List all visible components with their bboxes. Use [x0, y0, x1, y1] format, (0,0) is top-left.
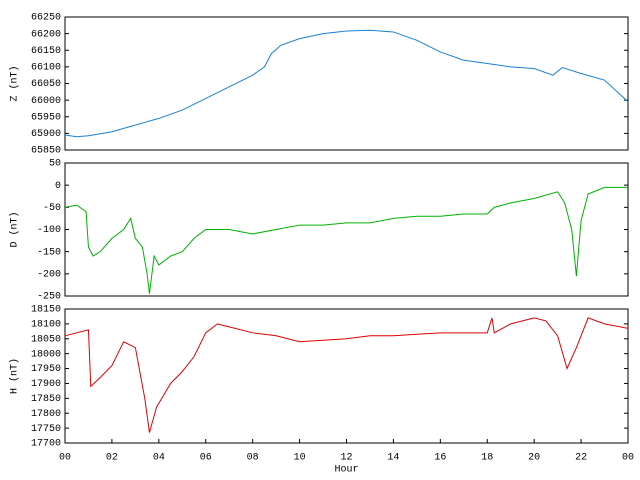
y-tick-label: 0 — [55, 181, 61, 192]
y-tick-label: -50 — [43, 203, 61, 214]
x-tick-label: 04 — [153, 453, 165, 464]
x-tick-label: 02 — [106, 453, 118, 464]
y-tick-label: 66000 — [31, 96, 61, 107]
x-tick-label: 16 — [434, 453, 446, 464]
x-tick-label: 12 — [340, 453, 352, 464]
y-axis-label: Z (nT) — [9, 65, 21, 101]
y-tick-label: 65900 — [31, 129, 61, 140]
y-tick-label: 66250 — [31, 13, 61, 24]
y-tick-label: 17800 — [31, 409, 61, 420]
y-axis-label: D (nT) — [9, 211, 21, 247]
y-tick-label: 66100 — [31, 63, 61, 74]
x-tick-label: 10 — [294, 453, 306, 464]
plot-frame — [64, 162, 629, 297]
y-tick-label: 50 — [49, 159, 61, 170]
y-tick-label: 17700 — [31, 439, 61, 450]
y-tick-label: 17950 — [31, 364, 61, 375]
x-tick-label: 20 — [528, 453, 540, 464]
x-tick-label: 08 — [247, 453, 259, 464]
x-tick-label: 06 — [200, 453, 212, 464]
x-axis-label: Hour — [334, 465, 358, 476]
x-tick-label: 18 — [481, 453, 493, 464]
x-tick-label: 14 — [387, 453, 399, 464]
y-axis-label: H (nT) — [9, 358, 21, 394]
y-tick-label: -150 — [37, 247, 61, 258]
plot-frame — [64, 308, 629, 444]
y-tick-label: 66200 — [31, 29, 61, 40]
y-tick-label: 18100 — [31, 320, 61, 331]
y-tick-label: 66050 — [31, 79, 61, 90]
y-tick-label: -250 — [37, 292, 61, 303]
y-tick-label: 18150 — [31, 305, 61, 316]
y-tick-label: 17750 — [31, 424, 61, 435]
plot-frame — [64, 16, 629, 151]
y-tick-label: 65950 — [31, 112, 61, 123]
y-tick-label: 18000 — [31, 349, 61, 360]
y-tick-label: -100 — [37, 225, 61, 236]
y-tick-label: 17900 — [31, 379, 61, 390]
data-line — [64, 317, 629, 433]
data-line — [64, 186, 628, 294]
x-tick-label: 00 — [59, 453, 71, 464]
y-tick-label: 65850 — [31, 146, 61, 157]
data-line — [64, 29, 629, 138]
x-tick-label: 22 — [575, 453, 587, 464]
x-tick-label: 00 — [622, 453, 634, 464]
y-tick-label: -200 — [37, 269, 61, 280]
y-tick-label: 18050 — [31, 334, 61, 345]
y-tick-label: 17850 — [31, 394, 61, 405]
y-tick-label: 66150 — [31, 46, 61, 57]
